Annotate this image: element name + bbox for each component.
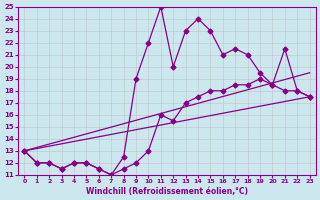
X-axis label: Windchill (Refroidissement éolien,°C): Windchill (Refroidissement éolien,°C) <box>86 187 248 196</box>
